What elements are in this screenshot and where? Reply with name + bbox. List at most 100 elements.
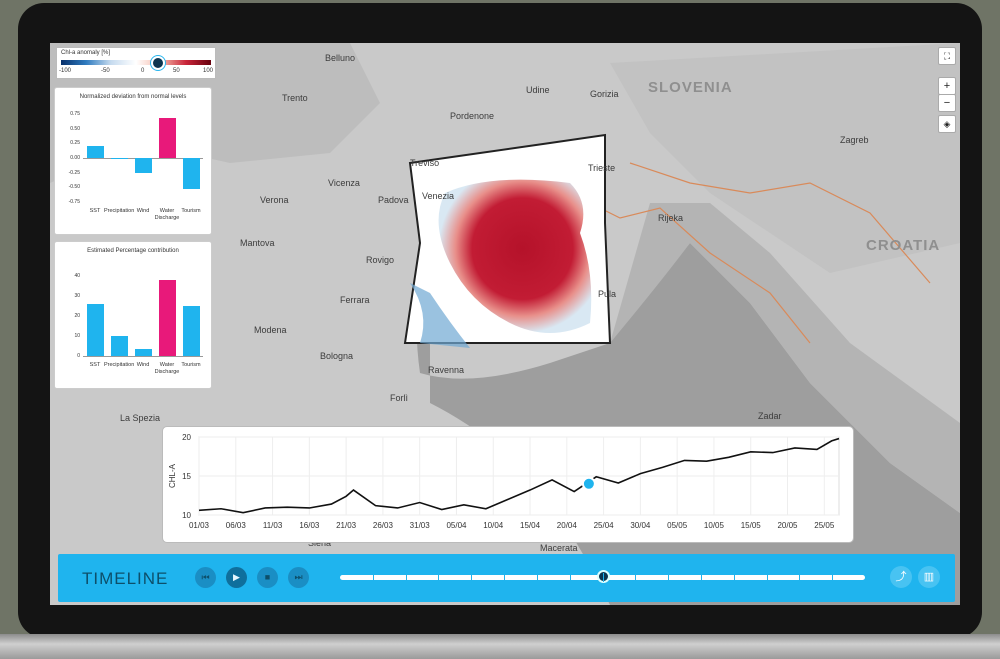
screen: Belluno Udine Gorizia Trento Pordenone Trevis… bbox=[50, 43, 960, 605]
legend-tick: -100 bbox=[59, 68, 72, 74]
place-label-ferrara: Ferrara bbox=[340, 295, 370, 305]
x-tick-label: 30/04 bbox=[630, 521, 651, 530]
timeline-tick bbox=[372, 573, 374, 582]
place-label-forl-: Forlì bbox=[390, 393, 408, 403]
timeline-tick bbox=[799, 573, 801, 582]
place-label-treviso: Treviso bbox=[410, 158, 440, 168]
bar-precipitation[interactable] bbox=[110, 158, 128, 159]
deviation-chart-panel: Normalized deviation from normal levels … bbox=[54, 87, 212, 235]
x-tick-label: 10/05 bbox=[704, 521, 725, 530]
bar-precipitation[interactable] bbox=[110, 336, 128, 356]
timeline-slider[interactable] bbox=[340, 570, 865, 583]
timeline-tick bbox=[700, 573, 702, 582]
category-label: Precipitation bbox=[104, 362, 135, 368]
anomaly-legend: Chl-a anomaly [%] -100 -50 0 50 100 bbox=[56, 47, 216, 79]
x-tick-label: 31/03 bbox=[410, 521, 431, 530]
legend-title: Chl-a anomaly [%] bbox=[61, 50, 111, 56]
y-tick-label: 20 bbox=[74, 313, 80, 319]
zoom-in-button[interactable]: + bbox=[938, 77, 956, 95]
bar-wind[interactable] bbox=[134, 158, 152, 173]
legend-tick: 0 bbox=[141, 68, 145, 74]
place-label-verona: Verona bbox=[260, 195, 289, 205]
zoom-out-button[interactable]: − bbox=[938, 94, 956, 112]
laptop-base bbox=[0, 634, 1000, 659]
stop-button[interactable]: ■ bbox=[257, 567, 278, 588]
place-label-macerata: Macerata bbox=[540, 543, 578, 553]
bar-water-discharge[interactable] bbox=[158, 118, 176, 158]
place-label-ravenna: Ravenna bbox=[428, 365, 465, 375]
x-tick-label: 20/05 bbox=[777, 521, 798, 530]
chart-icon[interactable]: ▥ bbox=[918, 566, 940, 588]
legend-slider-knob[interactable] bbox=[151, 56, 165, 70]
legend-tick: -50 bbox=[101, 68, 110, 74]
category-label: Water Discharge bbox=[154, 362, 180, 375]
place-label-zagreb: Zagreb bbox=[840, 135, 869, 145]
legend-tick: 100 bbox=[203, 68, 214, 74]
fullscreen-button[interactable]: ⛶ bbox=[938, 47, 956, 65]
y-axis-label: CHL-A bbox=[168, 463, 177, 488]
place-label-vicenza: Vicenza bbox=[328, 178, 360, 188]
y-tick-label: 0.75 bbox=[70, 111, 80, 117]
y-tick-label: -0.25 bbox=[68, 169, 80, 176]
bar-tourism[interactable] bbox=[182, 306, 200, 356]
x-tick-label: 21/03 bbox=[336, 521, 357, 530]
y-tick-label: 0.25 bbox=[70, 140, 80, 147]
bar-sst[interactable] bbox=[86, 304, 104, 356]
category-label: Wind bbox=[136, 208, 150, 214]
country-label-slovenia: SLOVENIA bbox=[648, 79, 733, 96]
category-label: Precipitation bbox=[104, 208, 135, 214]
timeline-tick bbox=[504, 573, 506, 582]
place-label-siena: Siena bbox=[308, 538, 331, 548]
layers-icon[interactable]: ◈ bbox=[938, 115, 956, 133]
y-tick-label: -0.75 bbox=[68, 199, 80, 205]
place-label-gorizia: Gorizia bbox=[590, 89, 619, 99]
place-label-belluno: Belluno bbox=[325, 53, 356, 63]
chla-anomaly-heatmap bbox=[438, 179, 592, 333]
x-tick-label: 01/03 bbox=[189, 521, 210, 530]
legend-tick: 50 bbox=[173, 68, 180, 74]
x-tick-label: 11/03 bbox=[263, 521, 283, 530]
timeline-tick bbox=[832, 573, 834, 582]
share-icon[interactable]: ⤴ bbox=[890, 566, 912, 588]
x-tick-label: 16/03 bbox=[299, 521, 320, 530]
place-label-rovigo: Rovigo bbox=[366, 255, 395, 265]
y-tick-label: 30 bbox=[74, 293, 80, 299]
deviation-chart-title: Normalized deviation from normal levels bbox=[79, 94, 187, 100]
legend-colorbar bbox=[61, 60, 211, 65]
bar-water-discharge[interactable] bbox=[158, 280, 176, 356]
contribution-chart-title: Estimated Percentage contribution bbox=[87, 248, 179, 254]
place-label-bologna: Bologna bbox=[320, 351, 354, 361]
bar-sst[interactable] bbox=[86, 146, 104, 158]
place-label-trento: Trento bbox=[282, 93, 308, 103]
y-tick-label: 0.00 bbox=[70, 155, 80, 161]
place-label-zadar: Zadar bbox=[758, 411, 782, 421]
contribution-chart-panel: Estimated Percentage contribution 40 30 20… bbox=[54, 241, 212, 389]
place-label-la-spezia: La Spezia bbox=[120, 413, 161, 423]
place-label-venezia: Venezia bbox=[422, 191, 455, 201]
timeline-tick bbox=[766, 573, 768, 582]
x-tick-label: 10/04 bbox=[483, 521, 504, 530]
place-label-modena: Modena bbox=[254, 325, 287, 335]
y-tick-label: 0.50 bbox=[70, 125, 80, 132]
timeline-tick bbox=[668, 573, 670, 582]
place-label-rijeka: Rijeka bbox=[658, 213, 684, 223]
current-date-marker[interactable] bbox=[581, 476, 596, 491]
category-label: Water Discharge bbox=[154, 208, 180, 221]
timeline-title: TIMELINE bbox=[82, 569, 169, 588]
category-label: SST bbox=[89, 208, 101, 214]
category-label: Tourism bbox=[181, 362, 201, 368]
skip-forward-button[interactable]: ⏭ bbox=[288, 567, 309, 588]
bar-tourism[interactable] bbox=[182, 158, 200, 189]
chla-series-line bbox=[198, 437, 840, 514]
bar-wind[interactable] bbox=[134, 349, 152, 356]
place-label-padova: Padova bbox=[378, 195, 409, 205]
timeseries-svg: 01/03 06/03 11/03 16/03 21/03 26/03 31/03 05/04… bbox=[168, 433, 840, 530]
y-tick-label: 10 bbox=[182, 511, 191, 520]
skip-back-button[interactable]: ⏮ bbox=[195, 567, 216, 588]
play-button[interactable]: ▶ bbox=[226, 567, 247, 588]
x-tick-label: 26/03 bbox=[373, 521, 394, 530]
x-tick-label: 25/05 bbox=[814, 521, 835, 530]
timeline-tick bbox=[635, 573, 637, 582]
place-label-pordenone: Pordenone bbox=[450, 111, 495, 121]
y-tick-label: 10 bbox=[74, 333, 80, 339]
